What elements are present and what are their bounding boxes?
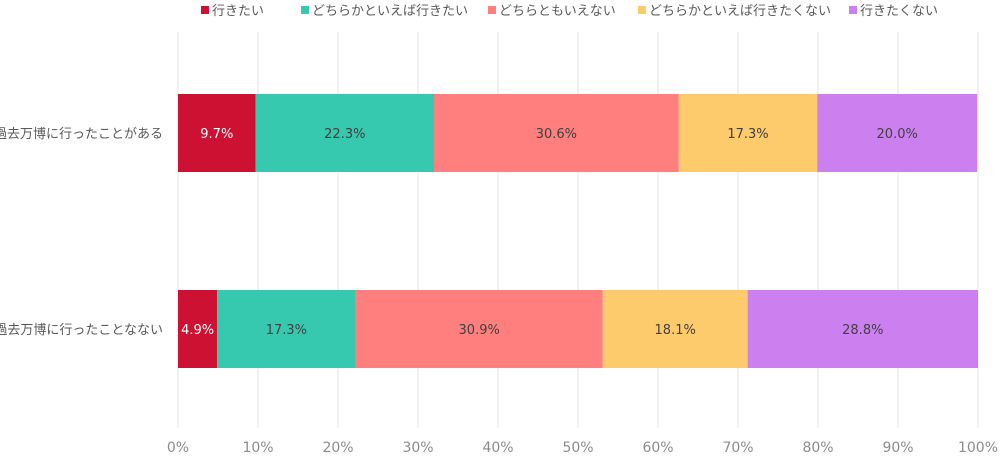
legend-swatch <box>488 6 496 14</box>
gridlines <box>177 32 979 428</box>
legend-swatch <box>201 6 209 14</box>
legend: 行きたい どちらかといえば行きたい どちらともいえない どちらかといえば行きたくない 行… <box>201 4 938 19</box>
bars-group: 9.7% 22.3% 30.6% 17.3% 20.0% 4.9% 17.3% 30.9% 18… <box>178 94 978 368</box>
bar-segment <box>217 290 356 368</box>
data-label: 17.3% <box>727 127 768 142</box>
x-tick-label: 50% <box>562 440 593 456</box>
data-label: 4.9% <box>181 323 214 338</box>
x-tick-labels: 0% 10% 20% 30% 40% 50% 60% 70% 80% 90% 100% <box>167 440 998 456</box>
x-tick-label: 0% <box>167 440 189 456</box>
data-label: 20.0% <box>877 127 918 142</box>
bar-segment <box>817 94 978 172</box>
bar-segment <box>178 290 218 368</box>
bar-segment <box>747 290 978 368</box>
category-label: 過去万博に行ったことがある <box>0 127 163 142</box>
data-label: 18.1% <box>655 323 696 338</box>
legend-swatch <box>301 6 309 14</box>
x-tick-label: 10% <box>242 440 273 456</box>
bar-segment <box>255 94 434 172</box>
x-tick-label: 100% <box>958 440 998 456</box>
bar-segment <box>602 290 748 368</box>
bar-segment <box>355 290 603 368</box>
legend-label: どちらかといえば行きたくない <box>649 4 831 19</box>
legend-swatch <box>638 6 646 14</box>
data-label: 30.9% <box>459 323 500 338</box>
x-tick-label: 90% <box>882 440 913 456</box>
legend-swatch <box>849 6 857 14</box>
bar-segment <box>434 94 679 172</box>
x-tick-label: 40% <box>482 440 513 456</box>
data-label: 22.3% <box>324 127 365 142</box>
bar-segment <box>678 94 818 172</box>
data-label: 28.8% <box>842 323 883 338</box>
x-tick-label: 20% <box>322 440 353 456</box>
data-label: 17.3% <box>266 323 307 338</box>
x-tick-label: 60% <box>642 440 673 456</box>
data-label: 9.7% <box>200 127 233 142</box>
category-label: 過去万博に行ったことなない <box>0 323 163 338</box>
data-label: 30.6% <box>536 127 577 142</box>
x-tick-label: 80% <box>802 440 833 456</box>
bar-segment <box>178 94 256 172</box>
legend-label: 行きたい <box>212 4 264 19</box>
x-tick-label: 30% <box>402 440 433 456</box>
legend-label: 行きたくない <box>860 4 938 19</box>
legend-label: どちらかといえば行きたい <box>312 4 468 19</box>
x-tick-label: 70% <box>722 440 753 456</box>
legend-label: どちらともいえない <box>499 4 616 19</box>
